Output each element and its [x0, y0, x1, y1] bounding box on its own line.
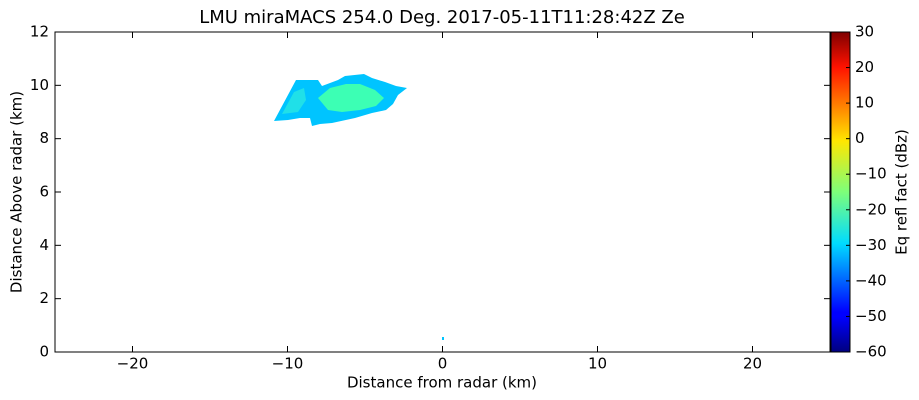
colorbar — [830, 31, 851, 353]
y-tick-label: 8 — [39, 129, 49, 147]
colorbar-tick-label: 20 — [855, 58, 874, 76]
y-tick-label: 10 — [30, 76, 49, 94]
y-axis-label: Distance Above radar (km) — [8, 91, 26, 293]
colorbar-tick-label: 30 — [855, 23, 874, 41]
x-axis-label: Distance from radar (km) — [347, 374, 537, 392]
echo-core — [318, 84, 384, 112]
echo-speck — [442, 337, 444, 340]
y-tick-label: 4 — [39, 236, 49, 254]
colorbar-tick-label: −30 — [855, 236, 887, 254]
colorbar-tick-label: −20 — [855, 200, 887, 218]
y-tick-label: 2 — [39, 289, 49, 307]
colorbar-tick-label: −40 — [855, 271, 887, 289]
y-tick-label: 6 — [39, 183, 49, 201]
colorbar-tick-label: −60 — [855, 343, 887, 361]
x-tick-label: −20 — [117, 355, 149, 373]
echo — [274, 74, 444, 340]
x-tick-label: −10 — [272, 355, 304, 373]
colorbar-label: Eq refl fact (dBz) — [893, 129, 911, 255]
x-tick-label: 10 — [588, 355, 607, 373]
colorbar-tick-label: −10 — [855, 165, 887, 183]
echo-core — [282, 88, 306, 114]
colorbar-tick-label: 0 — [855, 129, 865, 147]
plot-frame — [54, 31, 831, 353]
y-tick-label: 12 — [30, 23, 49, 41]
colorbar-tick-label: −50 — [855, 307, 887, 325]
x-tick-label: 0 — [438, 355, 448, 373]
y-tick-label: 0 — [39, 343, 49, 361]
x-tick-label: 20 — [743, 355, 762, 373]
chart-title: LMU miraMACS 254.0 Deg. 2017-05-11T11:28… — [199, 7, 685, 28]
colorbar-tick-label: 10 — [855, 94, 874, 112]
